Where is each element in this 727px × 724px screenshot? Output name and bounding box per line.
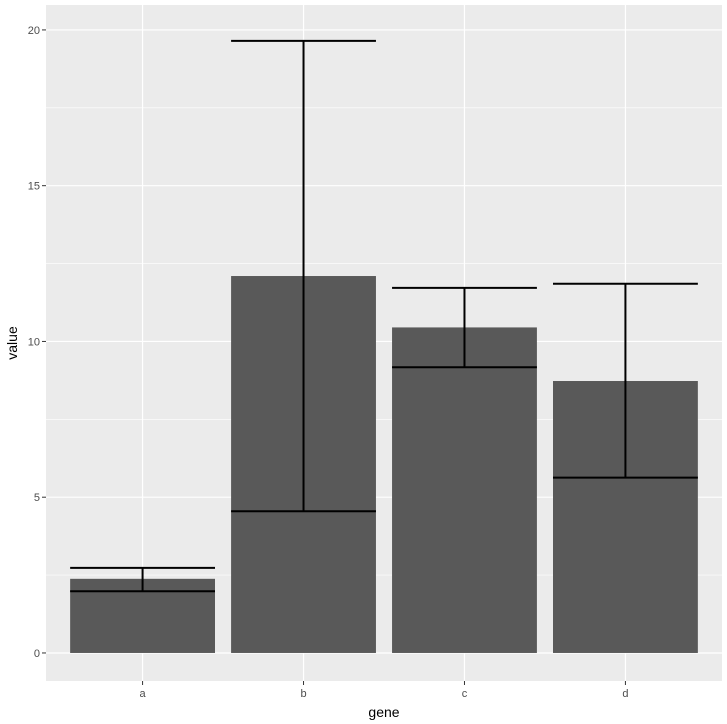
y-tick-label: 10: [28, 336, 40, 348]
y-tick-label: 0: [34, 648, 40, 660]
y-tick-label: 20: [28, 25, 40, 37]
x-tick-label: a: [140, 688, 147, 700]
error-bar-c: [392, 286, 537, 369]
x-tick-label: d: [622, 688, 628, 700]
error-bar-b: [231, 39, 376, 513]
y-tick-label: 5: [34, 492, 40, 504]
error-bar-d: [553, 282, 698, 479]
x-tick-label: b: [300, 688, 306, 700]
y-tick-label: 15: [28, 181, 40, 193]
y-axis: 0 5 10 15 20: [28, 25, 46, 660]
error-bar-a: [70, 566, 215, 593]
x-axis-title: gene: [368, 704, 399, 720]
error-bars: [70, 39, 698, 593]
x-axis: a b c d: [140, 681, 628, 700]
y-axis-title: value: [4, 326, 20, 360]
bar-c: [392, 327, 537, 653]
x-tick-label: c: [462, 688, 468, 700]
